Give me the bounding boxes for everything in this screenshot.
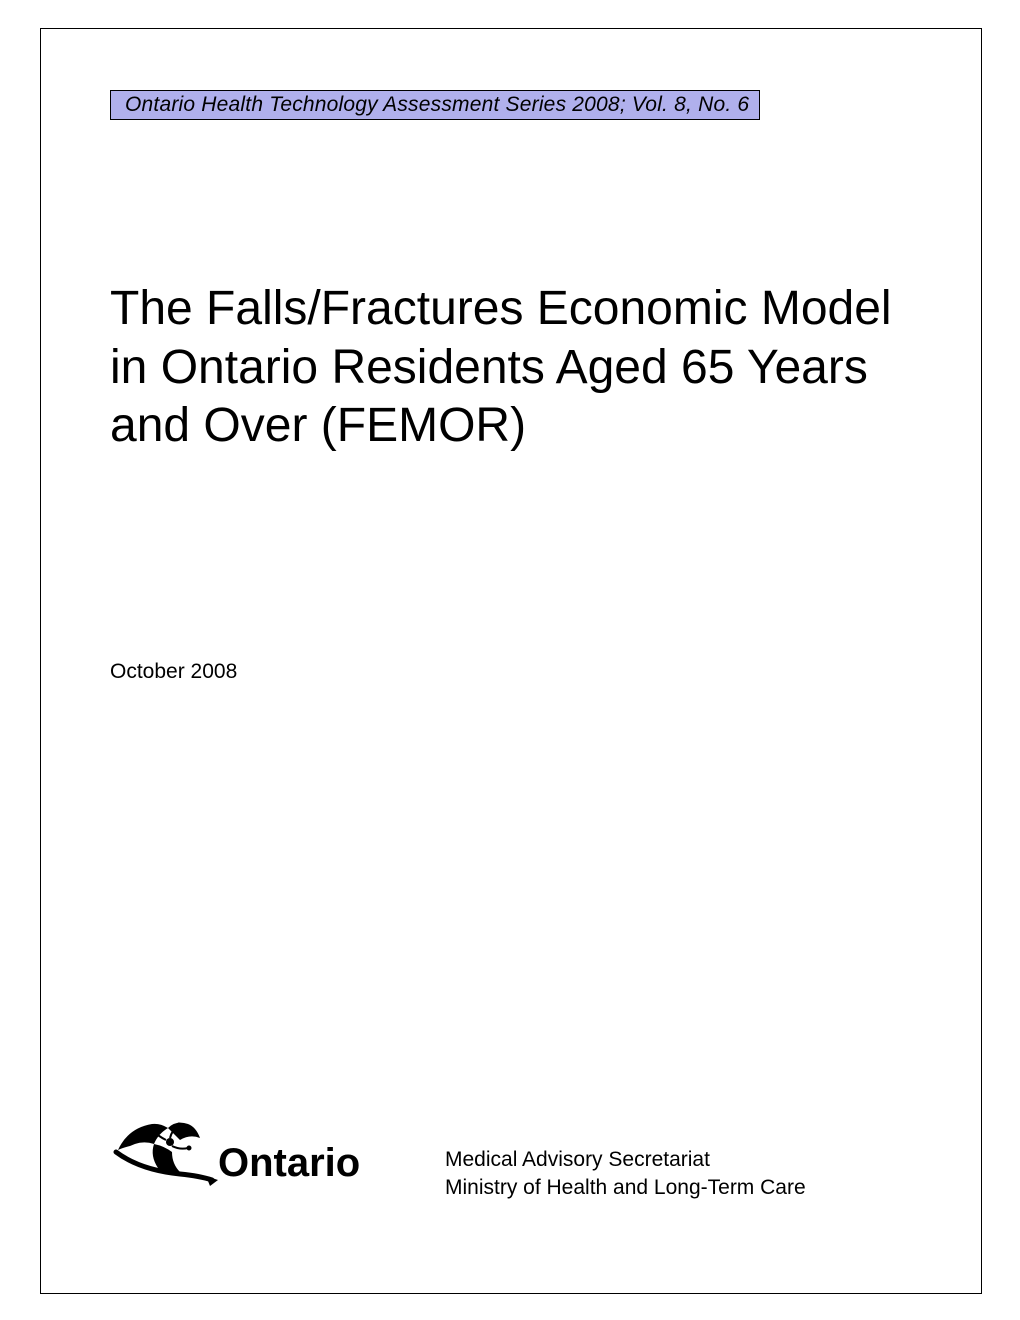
ontario-wordmark: Ontario bbox=[218, 1141, 360, 1185]
series-banner: Ontario Health Technology Assessment Ser… bbox=[110, 90, 760, 120]
trillium-icon: Ontario bbox=[110, 1110, 400, 1190]
footer-line-2: Ministry of Health and Long-Term Care bbox=[445, 1174, 806, 1202]
document-title: The Falls/Fractures Economic Model in On… bbox=[110, 280, 910, 456]
footer-line-1: Medical Advisory Secretariat bbox=[445, 1146, 806, 1174]
publication-date: October 2008 bbox=[110, 660, 237, 684]
footer-org: Medical Advisory Secretariat Ministry of… bbox=[445, 1146, 806, 1203]
series-text: Ontario Health Technology Assessment Ser… bbox=[125, 93, 749, 117]
ontario-logo: Ontario bbox=[110, 1110, 400, 1190]
document-page: Ontario Health Technology Assessment Ser… bbox=[0, 0, 1020, 1320]
